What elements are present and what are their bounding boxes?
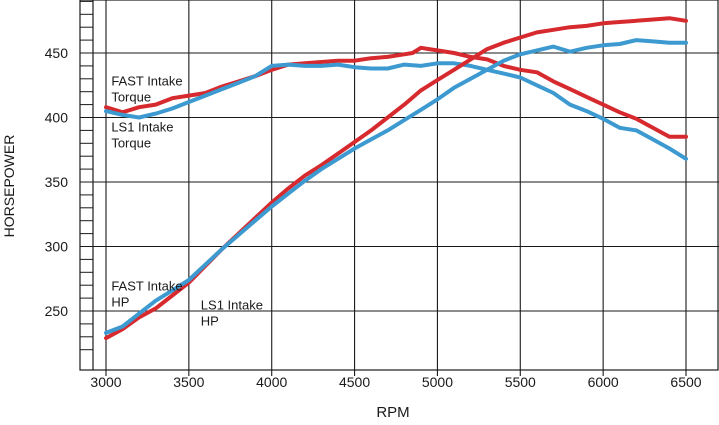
y-tick-label: 350 [45,174,69,190]
series-annotation: HP [201,314,219,329]
x-tick-label: 3000 [90,374,121,390]
series-ls1-intake-torque [104,61,688,161]
x-axis-label: RPM [376,404,409,421]
x-tick-label: 5500 [505,374,536,390]
x-tick-label: 4000 [256,374,287,390]
series-annotation: LS1 Intake [201,298,263,313]
series-annotation: Torque [111,136,151,151]
x-tick-label: 5000 [422,374,453,390]
series-annotation: Torque [111,89,151,104]
y-tick-label: 300 [45,239,69,255]
y-tick-label: 400 [45,110,69,126]
series-annotation: FAST Intake [111,278,182,293]
series-annotation: LS1 Intake [111,120,173,135]
series-ls1-intake-hp [104,38,688,335]
series-annotation: HP [111,294,129,309]
x-tick-label: 4500 [339,374,370,390]
x-tick-label: 6500 [670,374,701,390]
y-axis-label: HORSEPOWER [1,135,17,238]
x-tick-label: 3500 [173,374,204,390]
y-tick-label: 450 [45,45,69,61]
grid: 250 300 350 400 450 3000 3500 4000 4500 5000 5500 6… [45,0,719,390]
series-fast-intake-torque [104,45,688,139]
series-annotation: FAST Intake [111,73,182,88]
series-lines [104,16,688,341]
y-tick-label: 250 [45,303,69,319]
x-tick-label: 6000 [588,374,619,390]
plot-frame [79,0,719,371]
